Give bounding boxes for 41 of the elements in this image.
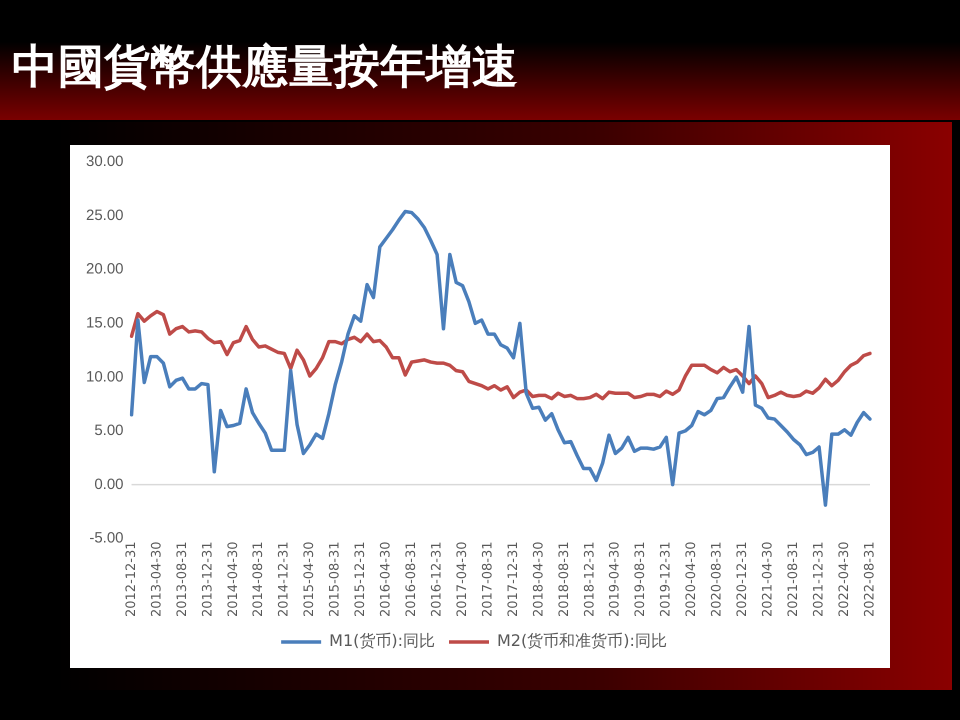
- y-tick-label: 20.00: [86, 260, 124, 278]
- y-tick-label: 5.00: [94, 422, 124, 440]
- x-tick-label: 2018-12-31: [582, 541, 598, 618]
- x-tick-label: 2021-04-30: [760, 541, 776, 618]
- y-tick-label: 25.00: [86, 206, 124, 224]
- x-tick-label: 2016-08-31: [404, 541, 420, 618]
- x-tick-label: 2018-04-30: [531, 541, 546, 618]
- legend-label: M2(货币和准货币):同比: [497, 631, 667, 650]
- y-tick-label: 15.00: [86, 314, 124, 332]
- y-tick-label: 10.00: [86, 368, 124, 386]
- x-tick-label: 2020-08-31: [710, 541, 725, 618]
- x-tick-label: 2021-08-31: [786, 541, 801, 618]
- x-tick-label: 2017-08-31: [480, 541, 496, 618]
- y-tick-label: 0.00: [94, 476, 124, 493]
- x-tick-label: 2022-04-30: [836, 541, 852, 618]
- chart-title: 中國貨幣供應量按年增速: [12, 39, 518, 94]
- x-tick-label: 2021-12-31: [811, 541, 826, 618]
- x-tick-label: 2017-12-31: [506, 541, 521, 618]
- x-tick-label: 2014-04-30: [226, 541, 241, 618]
- x-tick-label: 2013-04-30: [149, 541, 164, 618]
- x-tick-label: 2019-08-31: [633, 541, 648, 618]
- x-tick-label: 2018-08-31: [556, 541, 572, 618]
- x-tick-label: 2017-04-30: [454, 541, 470, 618]
- x-tick-label: 2019-12-31: [658, 541, 674, 618]
- x-tick-label: 2013-08-31: [174, 541, 190, 618]
- x-tick-label: 2014-12-31: [276, 541, 292, 618]
- x-tick-label: 2016-04-30: [378, 541, 394, 618]
- x-tick-label: 2016-12-31: [429, 541, 444, 618]
- y-tick-label: -5.00: [89, 530, 124, 547]
- y-tick-label: 30.00: [86, 153, 124, 170]
- x-tick-label: 2020-04-30: [684, 541, 700, 618]
- x-tick-label: 2013-12-31: [200, 541, 216, 618]
- legend-label: M1(货币):同比: [329, 631, 435, 650]
- x-tick-label: 2020-12-31: [735, 541, 750, 618]
- x-tick-label: 2012-12-31: [124, 541, 139, 618]
- x-tick-label: 2014-08-31: [251, 541, 266, 618]
- x-tick-label: 2019-04-30: [608, 541, 623, 618]
- x-tick-label: 2022-08-31: [862, 541, 878, 618]
- x-tick-label: 2015-08-31: [328, 541, 343, 618]
- x-tick-label: 2015-12-31: [353, 541, 368, 618]
- x-tick-label: 2015-04-30: [302, 541, 318, 618]
